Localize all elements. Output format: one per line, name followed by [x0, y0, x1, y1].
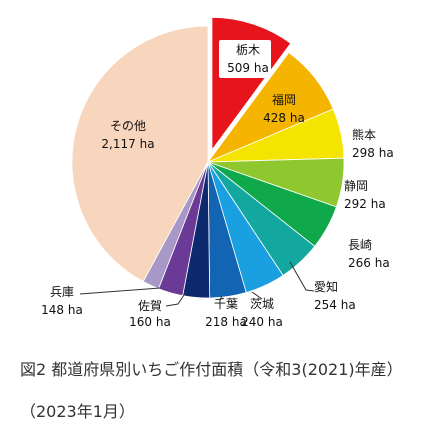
slice-name-0: 栃木	[236, 43, 260, 57]
slice-value-1: 428 ha	[263, 111, 305, 125]
slice-name-7: 千葉	[214, 297, 238, 311]
slice-name-11: その他	[110, 119, 146, 133]
slice-value-11: 2,117 ha	[101, 137, 154, 151]
slice-name-5: 愛知	[314, 280, 338, 294]
slice-value-2: 298 ha	[352, 146, 394, 160]
slice-name-8: 佐賀	[138, 299, 162, 313]
slice-value-9: 148 ha	[41, 303, 83, 317]
leader-line-5	[289, 261, 315, 292]
slice-name-2: 熊本	[352, 127, 376, 142]
pie-slices	[71, 15, 345, 299]
leader-line-8	[165, 291, 187, 307]
slice-name-3: 静岡	[344, 179, 368, 193]
slice-name-4: 長崎	[348, 238, 372, 252]
leader-lines	[79, 261, 315, 307]
slice-value-3: 292 ha	[344, 197, 386, 211]
slice-value-4: 266 ha	[348, 256, 390, 270]
slice-value-8: 160 ha	[129, 315, 171, 329]
slice-value-5: 254 ha	[314, 298, 356, 312]
slice-name-9: 兵庫	[50, 285, 74, 299]
leader-line-7	[219, 295, 223, 301]
pie-slice-11	[71, 25, 209, 283]
slice-value-7: 218 ha	[205, 315, 247, 329]
slice-value-6: 240 ha	[241, 315, 283, 329]
pie-chart: 栃木 509 ha 福岡 428 ha 熊本 298 ha 静岡 292 ha 長崎 266 ha…	[41, 15, 394, 329]
leader-line-9	[79, 287, 161, 295]
figure-date: （2023年1月）	[20, 402, 135, 421]
slice-labels: 栃木 509 ha 福岡 428 ha 熊本 298 ha 静岡 292 ha 長崎 266 ha…	[41, 40, 394, 329]
leader-line-6	[251, 291, 263, 300]
figure-caption: 図2 都道府県別いちご作付面積（令和3(2021)年産）	[20, 360, 403, 379]
slice-value-0: 509 ha	[227, 61, 269, 75]
slice-name-6: 茨城	[250, 297, 274, 311]
label-box-tochigi	[219, 40, 271, 78]
slice-name-1: 福岡	[272, 92, 296, 107]
